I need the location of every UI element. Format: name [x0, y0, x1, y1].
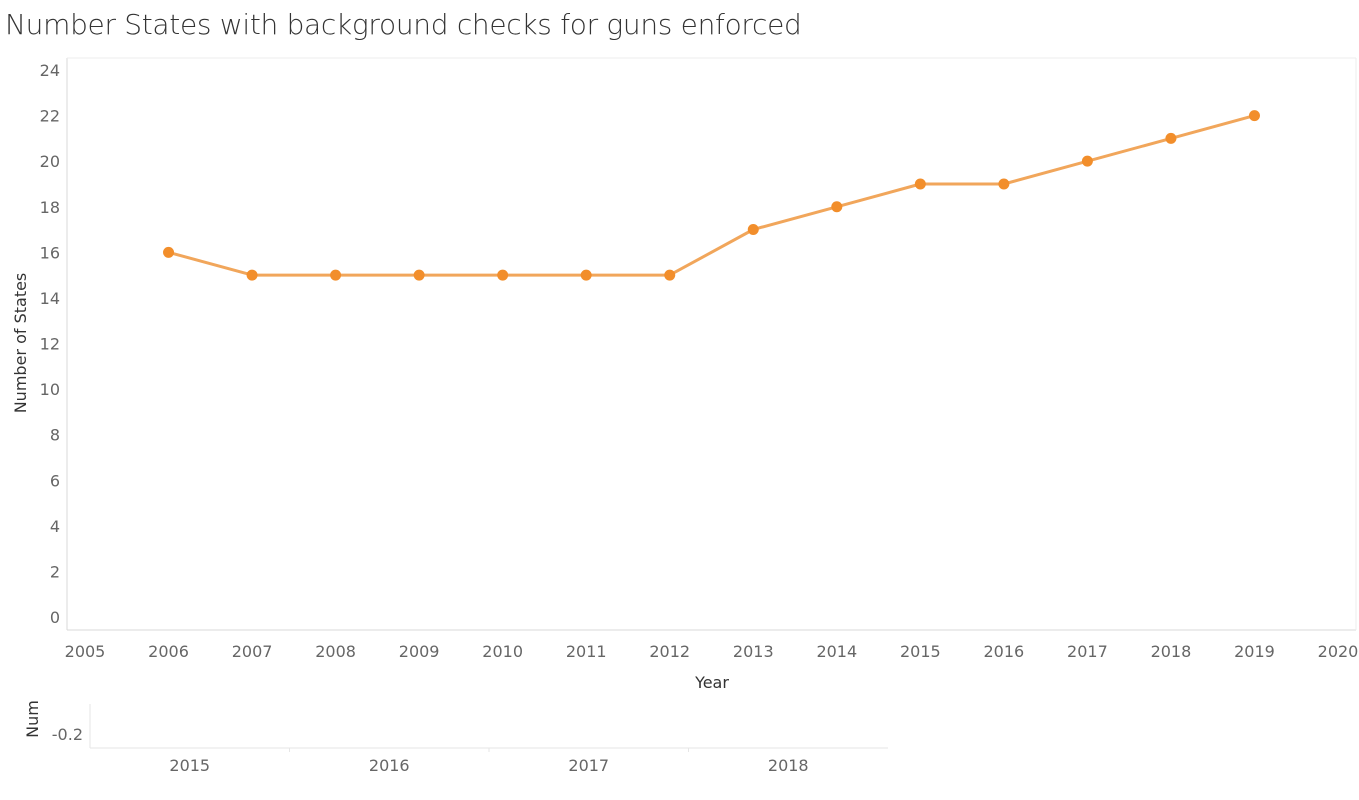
data-point[interactable]: [1165, 132, 1177, 144]
x-tick-label: 2018: [1151, 642, 1192, 661]
x-tick-label: 2013: [733, 642, 774, 661]
y-tick-label: 14: [40, 289, 60, 308]
secondary-x-tick-label: 2016: [369, 756, 410, 775]
x-tick-label: 2014: [816, 642, 857, 661]
x-tick-label: 2005: [65, 642, 106, 661]
data-point[interactable]: [580, 269, 592, 281]
data-point[interactable]: [1081, 155, 1093, 167]
data-point[interactable]: [246, 269, 258, 281]
x-tick-label: 2007: [232, 642, 273, 661]
data-point[interactable]: [831, 201, 843, 213]
y-tick-label: 18: [40, 198, 60, 217]
y-axis-title: Number of States: [11, 273, 30, 414]
series-lines: [168, 114, 1255, 277]
x-tick-label: 2006: [148, 642, 189, 661]
series-points: [163, 110, 1260, 281]
x-axis-ticks: 2005 2006 2007 2008 2009 2010 2011 2012 2013 2014…: [65, 642, 1359, 661]
secondary-x-axis-ticks: 2015 2016 2017 2018: [169, 748, 809, 775]
x-tick-label: 2012: [649, 642, 690, 661]
plot-frame: [66, 57, 1357, 631]
y-tick-label: 10: [40, 380, 60, 399]
y-tick-label: 4: [50, 517, 60, 536]
secondary-x-tick-label: 2015: [169, 756, 210, 775]
data-point[interactable]: [497, 269, 509, 281]
secondary-chart: Num -0.2 2015 2016 2017 2018: [23, 700, 888, 775]
y-tick-label: 6: [50, 471, 60, 490]
chart-title: Number States with background checks for…: [5, 8, 802, 41]
x-tick-label: 2016: [984, 642, 1025, 661]
series-line: [168, 114, 1255, 277]
data-point[interactable]: [998, 178, 1010, 190]
data-point[interactable]: [747, 224, 759, 236]
y-tick-label: 12: [40, 335, 60, 354]
y-tick-label: 24: [40, 61, 60, 80]
secondary-y-axis-title: Num: [23, 700, 42, 738]
secondary-x-tick-label: 2018: [768, 756, 809, 775]
data-point[interactable]: [914, 178, 926, 190]
secondary-y-axis-ticks: -0.2: [52, 725, 83, 744]
secondary-y-tick-label: -0.2: [52, 725, 83, 744]
x-tick-label: 2015: [900, 642, 941, 661]
x-tick-label: 2008: [315, 642, 356, 661]
data-point[interactable]: [330, 269, 342, 281]
x-axis-title: Year: [694, 673, 729, 692]
x-tick-label: 2017: [1067, 642, 1108, 661]
x-tick-label: 2020: [1318, 642, 1359, 661]
y-tick-label: 20: [40, 152, 60, 171]
data-point[interactable]: [664, 269, 676, 281]
x-tick-label: 2011: [566, 642, 607, 661]
secondary-x-tick-label: 2017: [568, 756, 609, 775]
y-tick-label: 22: [40, 107, 60, 126]
y-tick-label: 0: [50, 608, 60, 627]
x-tick-label: 2009: [399, 642, 440, 661]
secondary-plot-frame: [89, 704, 888, 749]
y-tick-label: 2: [50, 562, 60, 581]
y-tick-label: 8: [50, 426, 60, 445]
x-tick-label: 2019: [1234, 642, 1275, 661]
data-point[interactable]: [163, 246, 175, 258]
x-tick-label: 2010: [482, 642, 523, 661]
y-tick-label: 16: [40, 243, 60, 262]
data-point[interactable]: [413, 269, 425, 281]
data-point[interactable]: [1248, 110, 1260, 122]
